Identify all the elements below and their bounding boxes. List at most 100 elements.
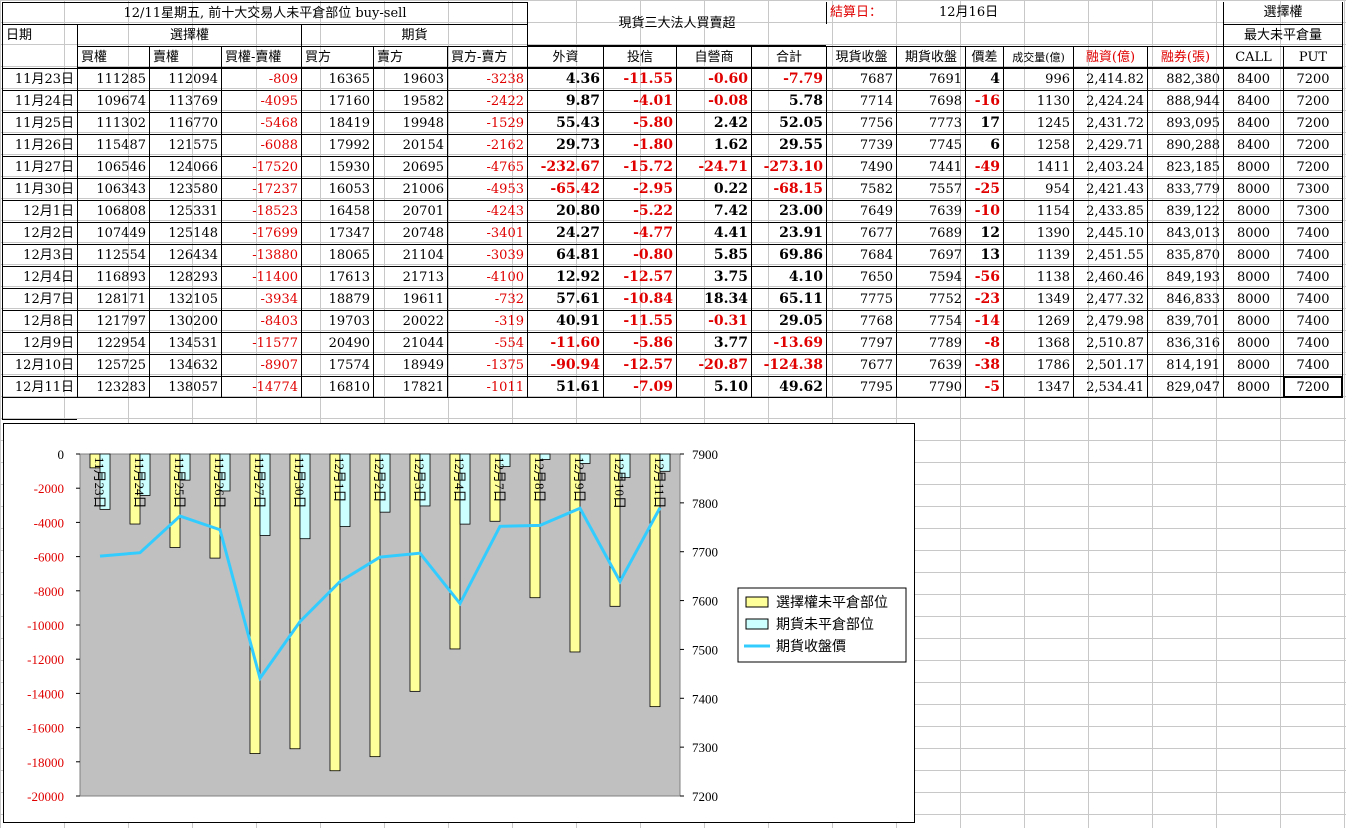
table-cell-margin: 2,501.17 — [1073, 354, 1147, 376]
table-cell-trust: -5.80 — [603, 112, 676, 134]
table-cell-date: 12月9日 — [2, 332, 77, 354]
table-cell-total: 52.05 — [751, 112, 826, 134]
table-cell-buy_call: 106808 — [77, 200, 149, 222]
table-cell-diff_opt: -4095 — [221, 90, 301, 112]
table-cell-buy_call: 122954 — [77, 332, 149, 354]
table-cell-spot: 7650 — [826, 266, 896, 288]
table-cell-put: 7300 — [1283, 200, 1343, 222]
table-cell-spread: 12 — [965, 222, 1003, 244]
table-cell-foreign: -11.60 — [527, 332, 603, 354]
y-left-tick-label: -20000 — [27, 789, 64, 804]
table-cell-spread: 4 — [965, 68, 1003, 90]
table-cell-total: -124.38 — [751, 354, 826, 376]
table-cell-put: 7400 — [1283, 222, 1343, 244]
settlement-date: 12月16日 — [939, 5, 999, 20]
table-cell-diff_opt: -17237 — [221, 178, 301, 200]
x-tick-label: 12月8日 — [532, 457, 547, 503]
legend-swatch — [745, 596, 769, 608]
table-cell-margin: 2,445.10 — [1073, 222, 1147, 244]
col-header-put: PUT — [1283, 46, 1343, 68]
bar-futures — [299, 453, 311, 540]
table-cell-call: 8000 — [1223, 222, 1283, 244]
table-cell-date: 12月1日 — [2, 200, 77, 222]
y-left-tick-label: -10000 — [27, 618, 64, 633]
table-cell-spot: 7582 — [826, 178, 896, 200]
table-cell-volume: 996 — [1003, 68, 1073, 90]
table-cell-buyer: 18419 — [301, 112, 373, 134]
futures-group-header: 期貨 — [301, 24, 527, 46]
table-cell-volume: 1786 — [1003, 354, 1073, 376]
y-right-tick-label: 7600 — [692, 594, 718, 609]
table-cell-short: 839,122 — [1147, 200, 1223, 222]
table-cell-spread: -16 — [965, 90, 1003, 112]
table-cell-diff_fut: -2422 — [447, 90, 527, 112]
table-cell-total: 29.05 — [751, 310, 826, 332]
col-header-foreign: 外資 — [527, 46, 603, 68]
table-cell-foreign: 64.81 — [527, 244, 603, 266]
table-cell-spread: -10 — [965, 200, 1003, 222]
table-cell-foreign: 24.27 — [527, 222, 603, 244]
bar-futures — [379, 453, 391, 513]
table-cell-total: 5.78 — [751, 90, 826, 112]
table-cell-put: 7200 — [1283, 134, 1343, 156]
table-cell-diff_fut: -1011 — [447, 376, 527, 398]
col-header-seller: 賣方 — [373, 46, 447, 68]
bar-futures — [539, 453, 551, 460]
bar-options — [249, 453, 261, 754]
y-left-tick-label: -4000 — [34, 515, 64, 530]
table-cell-foreign: 9.87 — [527, 90, 603, 112]
col-header-call: CALL — [1223, 46, 1283, 68]
table-cell-put: 7200 — [1283, 68, 1343, 90]
table-cell-trust: -5.86 — [603, 332, 676, 354]
table-cell-total: -13.69 — [751, 332, 826, 354]
table-cell-spread: 17 — [965, 112, 1003, 134]
table-cell-fut: 7789 — [896, 332, 965, 354]
col-header-volume: 成交量(億) — [1003, 46, 1073, 68]
table-cell-foreign: -232.67 — [527, 156, 603, 178]
x-tick-label: 11月25日 — [172, 457, 187, 509]
table-cell-dealer: -0.60 — [676, 68, 751, 90]
table-cell-spot: 7756 — [826, 112, 896, 134]
table-cell-buy_call: 115487 — [77, 134, 149, 156]
table-cell-sell_put: 134632 — [149, 354, 221, 376]
table-cell-foreign: 29.73 — [527, 134, 603, 156]
table-cell-foreign: 12.92 — [527, 266, 603, 288]
table-cell-seller: 21044 — [373, 332, 447, 354]
table-cell-short: 823,185 — [1147, 156, 1223, 178]
chart-canvas: 0 -2000 -4000 -6000 -8000 -10000 -12000 -14000 -… — [27, 447, 907, 804]
table-cell-trust: -11.55 — [603, 68, 676, 90]
bar-futures — [259, 453, 271, 536]
table-cell-diff_opt: -8403 — [221, 310, 301, 332]
table-cell-short: 890,288 — [1147, 134, 1223, 156]
table-cell-volume: 1411 — [1003, 156, 1073, 178]
bar-options — [329, 453, 341, 772]
table-cell-date: 12月4日 — [2, 266, 77, 288]
table-cell-fut: 7790 — [896, 376, 965, 398]
table-cell-dealer: -0.31 — [676, 310, 751, 332]
table-cell-volume: 1245 — [1003, 112, 1073, 134]
y-left-tick-label: 0 — [58, 447, 65, 462]
table-cell-diff_fut: -1529 — [447, 112, 527, 134]
table-cell-seller: 20701 — [373, 200, 447, 222]
table-cell-sell_put: 132105 — [149, 288, 221, 310]
table-cell-dealer: 5.10 — [676, 376, 751, 398]
bar-options — [369, 453, 381, 758]
table-cell-spot: 7677 — [826, 354, 896, 376]
table-cell-diff_fut: -554 — [447, 332, 527, 354]
table-cell-buy_call: 106546 — [77, 156, 149, 178]
table-cell-date: 11月27日 — [2, 156, 77, 178]
table-cell-buy_call: 111285 — [77, 68, 149, 90]
options-group-header: 選擇權 — [77, 24, 301, 46]
x-tick-label: 12月11日 — [652, 457, 667, 509]
selected-cell[interactable]: 7200 — [1283, 376, 1343, 398]
table-cell-short: 843,013 — [1147, 222, 1223, 244]
table-cell-total: 29.55 — [751, 134, 826, 156]
table-cell-put: 7200 — [1283, 112, 1343, 134]
table-cell-volume: 1390 — [1003, 222, 1073, 244]
table-cell-call: 8000 — [1223, 244, 1283, 266]
x-tick-label: 11月26日 — [212, 457, 227, 509]
x-tick-label: 11月23日 — [92, 457, 107, 509]
table-cell-buy_call: 112554 — [77, 244, 149, 266]
blank-row — [2, 398, 77, 420]
table-cell-call: 8000 — [1223, 332, 1283, 354]
